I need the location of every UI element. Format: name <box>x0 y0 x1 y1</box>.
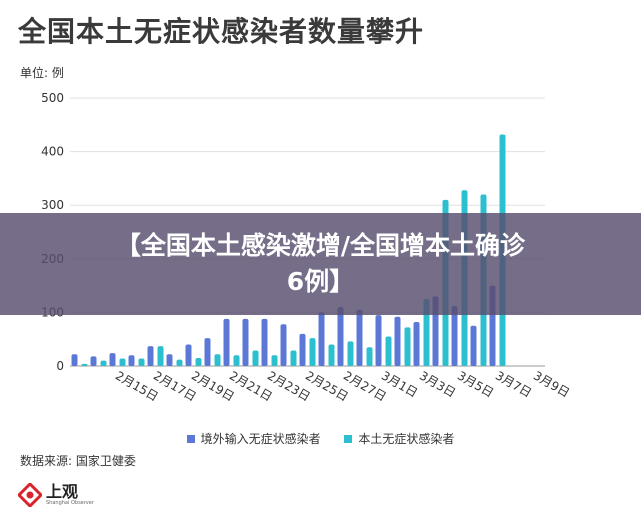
x-tick-label: 3月3日 <box>417 368 458 400</box>
bar-imported <box>223 318 230 366</box>
bar-imported <box>71 354 78 366</box>
x-tick-label: 3月9日 <box>531 368 572 400</box>
bar-local <box>309 338 316 366</box>
x-axis-labels: 2月15日2月17日2月19日2月21日2月23日2月25日2月27日3月1日3… <box>113 368 572 404</box>
bar-local <box>100 360 107 366</box>
bar-imported <box>280 324 287 366</box>
bar-imported <box>451 305 458 366</box>
bar-local <box>214 354 221 366</box>
legend-item-local: 本土无症状感染者 <box>344 430 454 447</box>
bar-imported <box>470 325 477 366</box>
bar-local <box>290 350 297 366</box>
bar-local <box>271 355 278 366</box>
bar-local <box>138 358 145 366</box>
bar-imported <box>185 344 192 366</box>
bar-local <box>366 347 373 366</box>
data-source: 数据来源: 国家卫健委 <box>20 454 136 468</box>
logo-subtitle: Shanghai Observer <box>46 499 94 506</box>
bar-local <box>119 358 126 366</box>
chart-title: 全国本土无症状感染者数量攀升 <box>18 15 425 48</box>
bar-local <box>233 355 240 366</box>
bar-imported <box>128 355 135 366</box>
bar-imported <box>204 338 211 366</box>
legend-item-imported: 境外输入无症状感染者 <box>186 430 321 447</box>
bar-local <box>328 344 335 366</box>
headline-overlay: 【全国本土感染激增/全国增本土确诊 6例】 <box>0 213 641 315</box>
legend: 境外输入无症状感染者 本土无症状感染者 <box>0 430 641 447</box>
bar-local <box>385 336 392 366</box>
x-tick-label: 3月7日 <box>493 368 534 400</box>
y-tick-label: 300 <box>41 198 64 212</box>
x-tick-label: 2月19日 <box>189 368 237 404</box>
bar-imported <box>356 309 363 366</box>
bar-local <box>423 299 430 366</box>
x-tick-label: 2月17日 <box>151 368 199 404</box>
logo-mark-icon <box>18 483 42 507</box>
x-tick-label: 2月27日 <box>341 368 389 404</box>
publisher-logo: 上观 Shanghai Observer <box>18 483 94 507</box>
legend-swatch-imported <box>186 434 195 443</box>
legend-label-local: 本土无症状感染者 <box>358 432 455 446</box>
bar-imported <box>413 322 420 366</box>
bar-imported <box>147 346 154 366</box>
bar-imported <box>318 312 325 366</box>
legend-label-imported: 境外输入无症状感染者 <box>200 432 321 446</box>
unit-label: 单位: 例 <box>20 66 64 80</box>
headline-line-2: 6例】 <box>286 267 355 296</box>
bar-chart: 0100200300400500 2月15日2月17日2月19日2月21日2月2… <box>41 91 572 404</box>
logo-name: 上观 <box>46 481 79 501</box>
bar-local <box>404 327 411 366</box>
bar-local <box>252 350 259 366</box>
bar-local <box>195 357 202 366</box>
bar-imported <box>394 316 401 366</box>
bar-imported <box>337 307 344 366</box>
headline-line-1: 【全国本土感染激增/全国增本土确诊 <box>115 231 526 260</box>
bar-imported <box>90 356 97 366</box>
bar-local <box>347 341 354 366</box>
x-tick-label: 2月21日 <box>227 368 275 404</box>
bar-imported <box>261 318 268 366</box>
bar-imported <box>375 315 382 366</box>
y-tick-label: 0 <box>56 359 64 373</box>
bar-imported <box>166 354 173 366</box>
bar-local <box>176 359 183 366</box>
x-tick-label: 3月5日 <box>455 368 496 400</box>
bar-local <box>81 363 88 366</box>
legend-swatch-local <box>344 434 353 443</box>
y-tick-label: 500 <box>41 91 64 105</box>
bar-imported <box>242 318 249 366</box>
bar-local <box>157 346 164 366</box>
bar-imported <box>299 333 306 366</box>
x-tick-label: 2月25日 <box>303 368 351 404</box>
y-tick-label: 400 <box>41 145 64 159</box>
x-tick-label: 2月23日 <box>265 368 313 404</box>
x-tick-label: 2月15日 <box>113 368 161 404</box>
bar-imported <box>109 353 116 366</box>
